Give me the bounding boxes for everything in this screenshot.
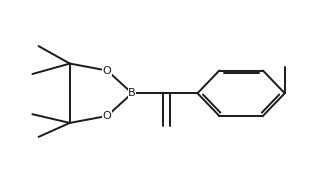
Text: O: O: [103, 111, 111, 121]
Text: O: O: [103, 65, 111, 76]
Text: B: B: [128, 88, 136, 98]
